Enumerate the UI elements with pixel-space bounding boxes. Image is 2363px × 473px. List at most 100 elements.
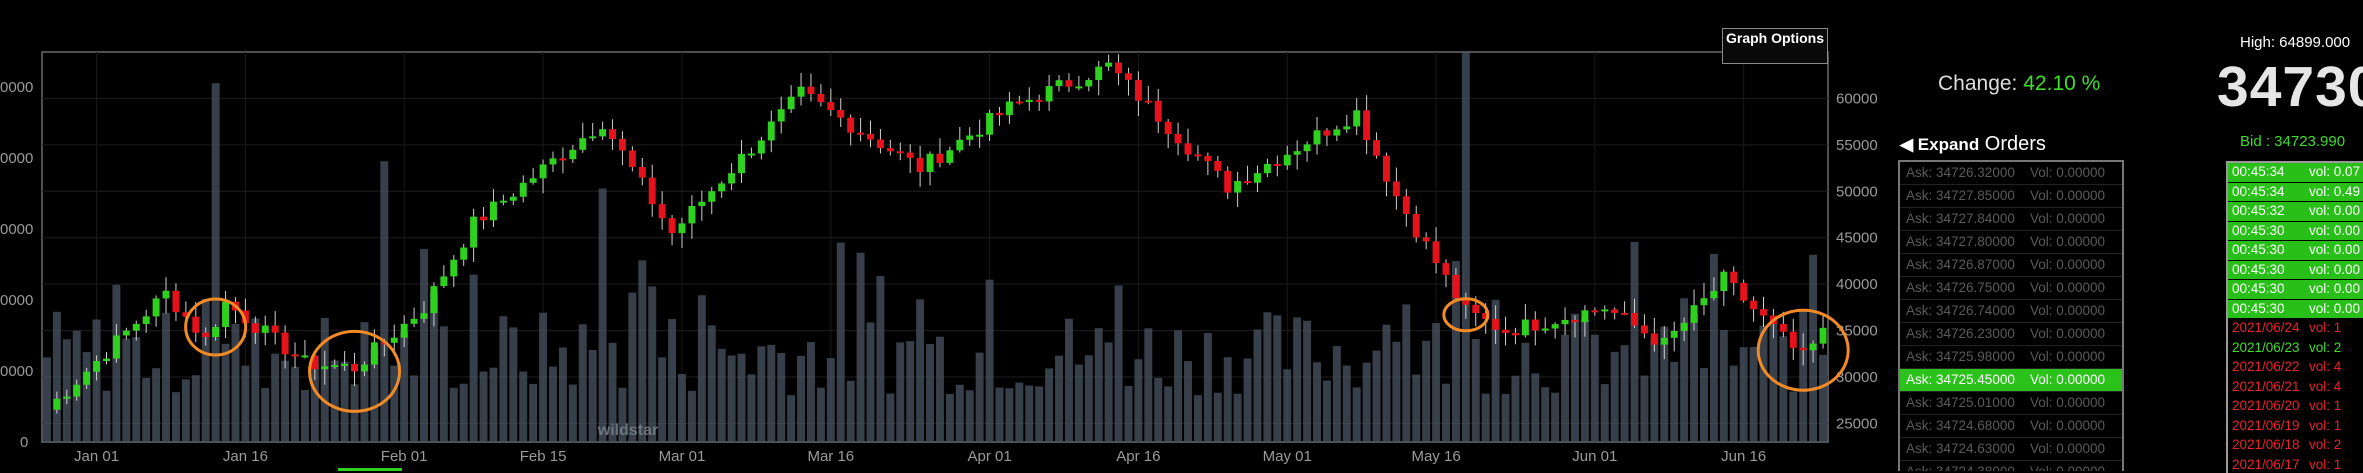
trade-time: 00:45:30 bbox=[2232, 281, 2285, 296]
candle-body bbox=[1760, 309, 1767, 315]
candle-body bbox=[391, 338, 398, 343]
candle-body bbox=[1472, 305, 1479, 313]
order-row[interactable]: Ask: 34724.38000Vol: 0.00000 bbox=[1900, 461, 2122, 471]
y-tick-label: 55000 bbox=[1836, 137, 1878, 154]
x-tick-label: Apr 16 bbox=[1116, 448, 1160, 465]
volume-bar bbox=[212, 83, 220, 442]
volume-bar bbox=[1601, 384, 1609, 442]
candle-body bbox=[252, 323, 259, 333]
volume-bar bbox=[470, 275, 478, 442]
price-chart[interactable]: 2500030000350004000045000500005500060000… bbox=[0, 0, 1900, 471]
candle-body bbox=[688, 206, 695, 223]
candle-body bbox=[1780, 324, 1787, 332]
volume-bar bbox=[1760, 326, 1768, 442]
candle-body bbox=[490, 202, 497, 221]
volume-bar bbox=[1214, 393, 1222, 442]
volume-bar bbox=[698, 295, 706, 442]
change-readout: Change: 42.10 % bbox=[1938, 72, 2100, 96]
volume-bar bbox=[152, 368, 160, 442]
candle-body bbox=[341, 364, 348, 366]
volume-bar bbox=[1392, 342, 1400, 442]
trade-time: 00:45:34 bbox=[2232, 184, 2285, 199]
expand-orders-toggle[interactable]: ◀ Expand Orders bbox=[1900, 133, 2046, 156]
volume-bar bbox=[1254, 329, 1262, 442]
candle-body bbox=[1314, 130, 1321, 144]
trade-time: 00:45:30 bbox=[2232, 301, 2285, 316]
candle-body bbox=[659, 204, 666, 218]
candle-body bbox=[867, 134, 874, 140]
volume-bar bbox=[896, 342, 904, 442]
candle-body bbox=[1720, 272, 1727, 291]
trade-row[interactable]: 00:45:34 vol: 0.49 bbox=[2228, 183, 2363, 203]
volume-bar bbox=[1382, 325, 1390, 442]
candle-body bbox=[1165, 122, 1172, 134]
trade-time: 2021/06/22 bbox=[2232, 359, 2300, 374]
volume-bar bbox=[569, 385, 577, 442]
volume-bar bbox=[777, 353, 785, 442]
trade-volume: vol: 0.49 bbox=[2309, 183, 2360, 201]
candle-body bbox=[1244, 181, 1251, 183]
x-tick-label: Mar 01 bbox=[659, 448, 706, 465]
volume-bar bbox=[1720, 330, 1728, 442]
candle-body bbox=[996, 113, 1003, 115]
volume-bar bbox=[1184, 361, 1192, 442]
volume-bar bbox=[1402, 304, 1410, 442]
trade-volume: vol: 0.00 bbox=[2309, 222, 2360, 240]
candle-body bbox=[1562, 320, 1569, 324]
candle-body bbox=[1532, 320, 1539, 331]
candle-body bbox=[440, 276, 447, 286]
graph-options-button[interactable]: Graph Options bbox=[1722, 28, 1828, 64]
volume-bar bbox=[83, 352, 91, 442]
expand-label[interactable]: ◀ Expand bbox=[1900, 135, 1979, 154]
volume-bar bbox=[1541, 387, 1549, 442]
trade-volume: vol: 1 bbox=[2309, 456, 2341, 473]
order-volume: Vol: 0.00000 bbox=[2030, 254, 2105, 276]
candle-body bbox=[609, 129, 616, 139]
candle-body bbox=[1621, 313, 1628, 315]
volume-bar bbox=[658, 357, 666, 442]
candle-body bbox=[936, 154, 943, 163]
candle-body bbox=[669, 218, 676, 233]
volume-bar bbox=[1511, 376, 1519, 442]
order-price: Ask: 34724.63000 bbox=[1906, 441, 2015, 456]
volume-bar bbox=[996, 388, 1004, 442]
x-tick-label: May 16 bbox=[1411, 448, 1460, 465]
volume-bar bbox=[132, 337, 140, 442]
candle-body bbox=[1671, 331, 1678, 338]
volume-bar bbox=[1551, 393, 1559, 442]
trade-time: 2021/06/24 bbox=[2232, 320, 2300, 335]
volume-bar bbox=[271, 354, 279, 442]
candle-body bbox=[133, 324, 140, 331]
trade-volume: vol: 0.00 bbox=[2309, 241, 2360, 259]
